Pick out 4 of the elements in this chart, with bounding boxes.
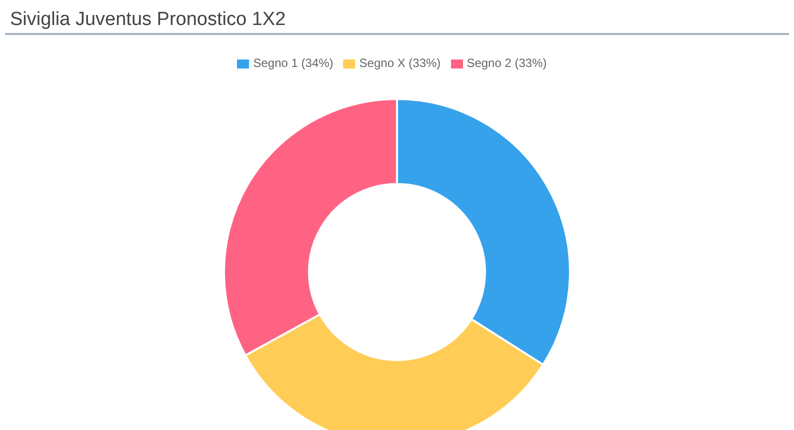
chart-title: Siviglia Juventus Pronostico 1X2: [10, 9, 286, 31]
legend-label: Segno X (33%): [359, 56, 441, 70]
legend-label: Segno 2 (33%): [466, 56, 547, 70]
legend-label: Segno 1 (34%): [253, 56, 334, 70]
